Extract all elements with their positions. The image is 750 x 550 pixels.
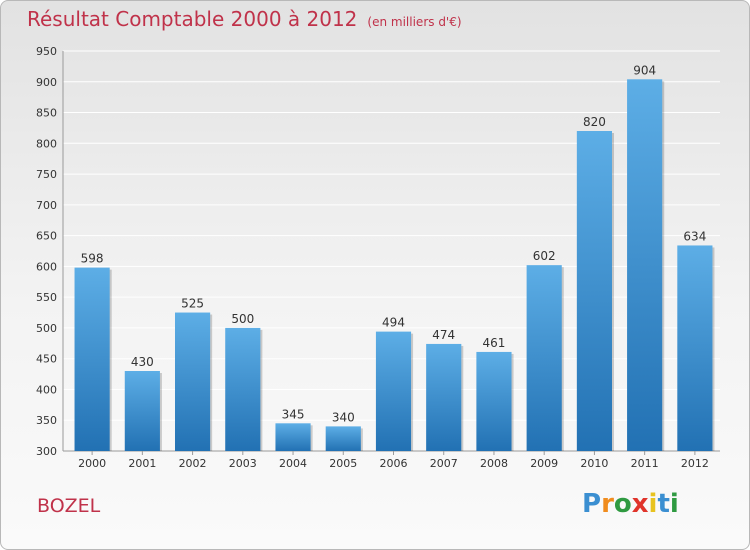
x-tick-label-2005: 2005	[329, 457, 357, 470]
chart-subtitle: (en milliers d'€)	[367, 15, 462, 29]
y-tick-label: 350	[36, 414, 57, 427]
x-tick-label-2002: 2002	[179, 457, 207, 470]
data-label-2006: 494	[382, 316, 405, 330]
y-tick-label: 850	[36, 107, 57, 120]
y-tick-label: 400	[36, 383, 57, 396]
y-tick-label: 700	[36, 199, 57, 212]
x-tick-label-2007: 2007	[430, 457, 458, 470]
chart-title-block: Résultat Comptable 2000 à 2012 (en millie…	[27, 7, 462, 31]
logo-letter: i	[648, 489, 658, 519]
x-tick-label-2000: 2000	[78, 457, 106, 470]
bar-2001	[124, 371, 160, 451]
x-tick-label-2008: 2008	[480, 457, 508, 470]
x-tick-label-2010: 2010	[580, 457, 608, 470]
y-tick-label: 300	[36, 445, 57, 458]
location-name: BOZEL	[37, 495, 101, 517]
data-label-2004: 345	[282, 407, 305, 421]
data-label-2002: 525	[181, 297, 204, 311]
x-tick-label-2011: 2011	[631, 457, 659, 470]
y-tick-label: 950	[36, 45, 57, 58]
x-tick-label-2004: 2004	[279, 457, 307, 470]
y-tick-label: 450	[36, 353, 57, 366]
proxiti-logo: Proxiti	[582, 489, 679, 519]
data-label-2003: 500	[231, 312, 254, 326]
data-label-2000: 598	[81, 252, 104, 266]
logo-letter: r	[601, 489, 614, 519]
bar-2006	[375, 331, 412, 451]
y-tick-label: 550	[36, 291, 57, 304]
bar-2000	[74, 267, 110, 451]
logo-letter: P	[582, 489, 602, 519]
y-tick-label: 600	[36, 260, 57, 273]
logo-letter: i	[669, 489, 679, 519]
x-tick-label-2001: 2001	[128, 457, 156, 470]
logo-letter: t	[657, 489, 670, 519]
data-label-2012: 634	[683, 229, 706, 243]
bar-2004	[275, 423, 311, 451]
bar-2009	[526, 265, 562, 451]
data-label-2008: 461	[483, 336, 506, 350]
data-label-2009: 602	[533, 249, 556, 263]
data-label-2005: 340	[332, 410, 355, 424]
y-tick-label: 500	[36, 322, 57, 335]
x-tick-label-2012: 2012	[681, 457, 709, 470]
chart-title: Résultat Comptable 2000 à 2012	[27, 7, 358, 31]
bar-2002	[174, 312, 211, 451]
bar-2011	[627, 79, 663, 452]
data-label-2010: 820	[583, 115, 606, 129]
bar-2007	[426, 343, 462, 451]
bar-2010	[576, 131, 613, 451]
y-tick-label: 900	[36, 76, 57, 89]
x-tick-label-2009: 2009	[530, 457, 558, 470]
logo-letter: o	[613, 489, 632, 519]
data-label-2001: 430	[131, 355, 154, 369]
logo-letter: x	[631, 489, 649, 519]
bar-2005	[325, 426, 361, 451]
data-label-2011: 904	[633, 63, 656, 77]
data-label-2007: 474	[432, 328, 455, 342]
bar-2003	[225, 327, 261, 451]
bar-2012	[677, 245, 713, 451]
bar-2008	[476, 351, 512, 451]
y-tick-label: 750	[36, 168, 57, 181]
y-tick-label: 650	[36, 230, 57, 243]
x-tick-label-2006: 2006	[380, 457, 408, 470]
y-tick-label: 800	[36, 137, 57, 150]
x-tick-label-2003: 2003	[229, 457, 257, 470]
